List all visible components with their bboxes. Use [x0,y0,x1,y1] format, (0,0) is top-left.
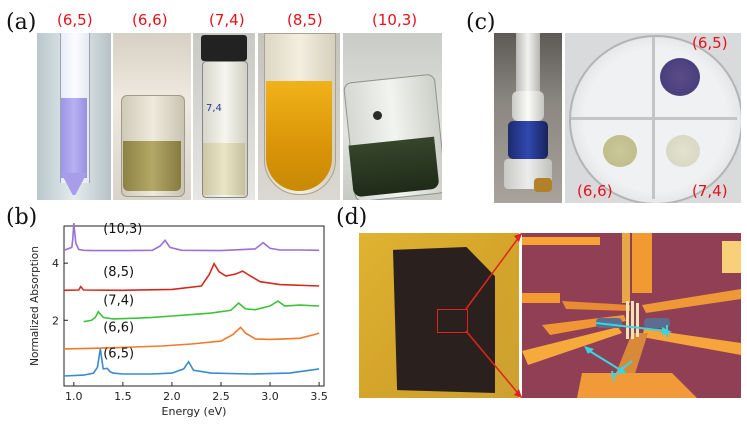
label-7-4: (7,4) [209,11,245,29]
photo-10-3-vial [343,33,442,200]
x-tick-label-5: 3.5 [310,390,328,403]
label-10-3: (10,3) [372,11,418,29]
label-c-6-5: (6,5) [692,34,728,52]
photo-7-4-vial: 7,4 [193,33,255,200]
label-8-5: (8,5) [287,11,323,29]
photo-6-6-vial [113,33,191,200]
panel-label-c: (c) [466,10,496,35]
label-c-6-6: (6,6) [577,182,613,200]
x-tick-label-2: 2.0 [163,390,181,403]
photo-chip [359,233,519,398]
series-line-3 [63,326,320,350]
series-annotation-2: (7,4) [103,294,134,309]
y-axis-label: Normalized Absorption [29,246,41,366]
plot-frame [63,225,325,387]
vial-label-7-4: 7,4 [206,103,222,114]
panel-label-d: (d) [336,205,368,230]
x-tick-label-4: 3.0 [261,390,279,403]
y-tick-label-1: 4 [52,257,59,270]
photo-8-5-tube [258,33,340,200]
series-line-1 [63,261,320,292]
x-tick-label-0: 1.0 [65,390,83,403]
series-annotation-3: (6,6) [103,321,134,336]
panel-label-a: (a) [6,10,37,35]
series-line-0 [63,223,320,252]
series-annotation-4: (6,5) [103,346,134,361]
series-line-4 [63,348,320,377]
photo-device-micrograph [522,233,741,398]
photo-petri-dish [565,33,741,203]
y-tick-label-0: 2 [52,314,59,327]
label-6-5: (6,5) [57,11,93,29]
x-tick-label-1: 1.5 [114,390,131,403]
x-tick-label-3: 2.5 [212,390,230,403]
series-annotation-1: (8,5) [103,265,134,280]
panel-label-b: (b) [6,205,38,230]
zoom-lines [465,233,523,398]
photo-6-5-tube [37,33,111,200]
series-annotation-0: (10,3) [103,222,142,237]
series-line-2 [83,300,320,323]
label-c-7-4: (7,4) [692,182,728,200]
photo-separation-column [494,33,562,203]
x-axis-label: Energy (eV) [162,405,227,418]
label-6-6: (6,6) [132,11,168,29]
absorption-chart: 1.0 1.5 2.0 2.5 3.0 3.5 2 4 Energy (eV) Normalize… [29,222,328,418]
